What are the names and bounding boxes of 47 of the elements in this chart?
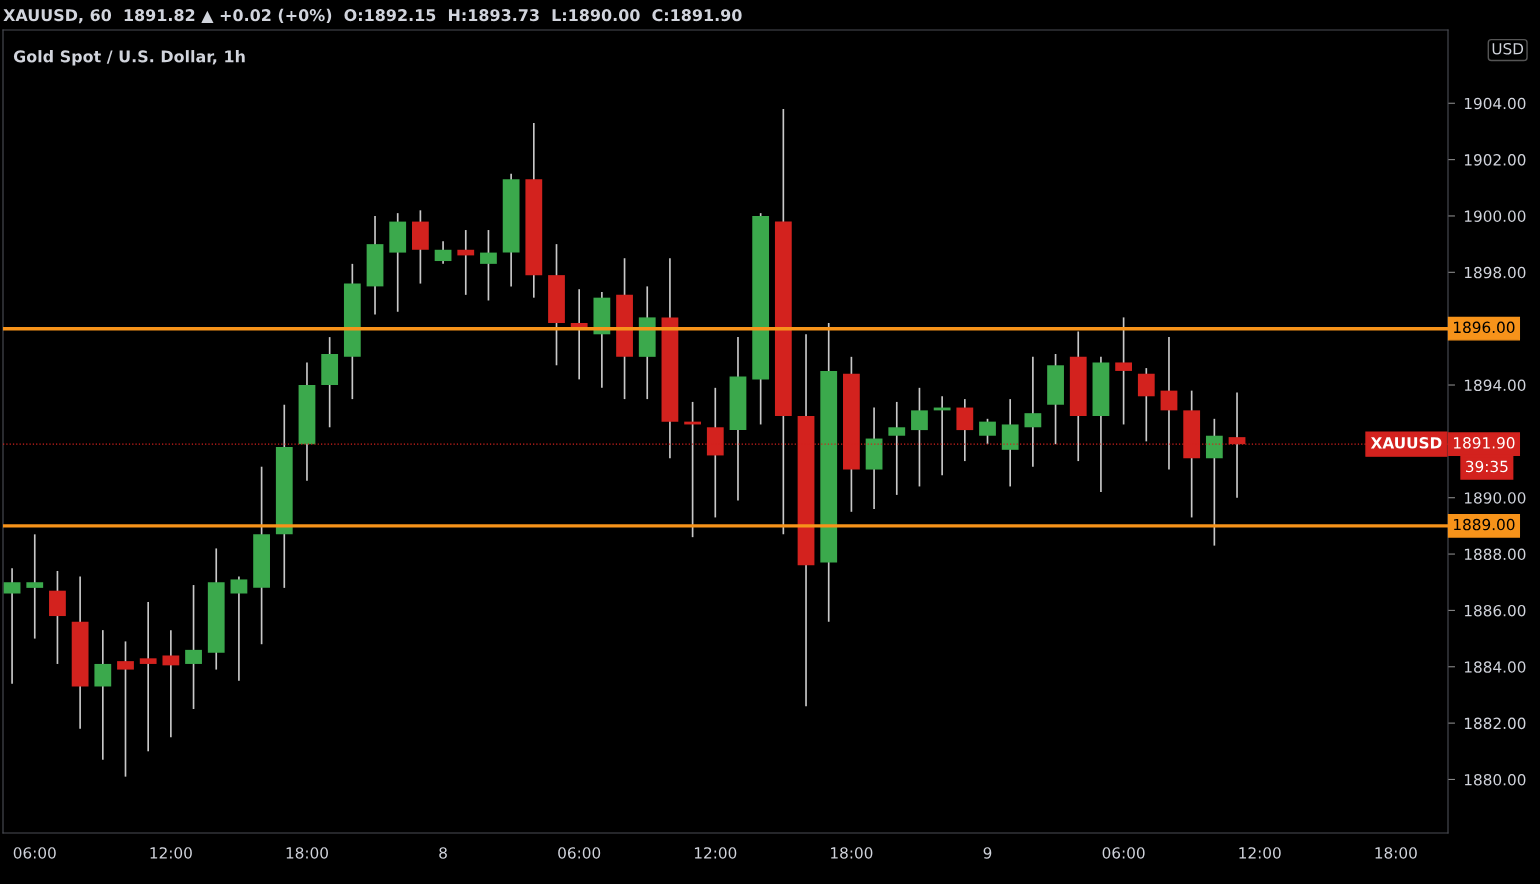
y-tick-label: 1888.00 bbox=[1464, 548, 1526, 561]
y-tick-label: 1898.00 bbox=[1464, 266, 1526, 279]
candlestick bbox=[1024, 356, 1042, 468]
y-tick-label: 1880.00 bbox=[1464, 773, 1526, 786]
candlestick bbox=[117, 640, 134, 778]
candlestick bbox=[888, 401, 906, 496]
annotation: XAUUSD bbox=[1370, 437, 1442, 449]
x-tick-label: 06:00 bbox=[1102, 847, 1145, 859]
candlestick bbox=[1205, 417, 1223, 547]
ref-line-label: 1896.00 bbox=[1454, 321, 1515, 334]
x-tick-label: 06:00 bbox=[558, 847, 601, 859]
candlestick bbox=[26, 533, 44, 640]
y-tick-label: 1900.00 bbox=[1464, 210, 1526, 222]
x-tick-label: 18:00 bbox=[831, 847, 873, 859]
y-tick-label: 1882.00 bbox=[1464, 717, 1526, 730]
x-tick-label: 8 bbox=[439, 847, 447, 859]
x-tick-label: 18:00 bbox=[1375, 847, 1417, 859]
candlestick bbox=[434, 240, 452, 265]
x-tick-label: 12:00 bbox=[694, 847, 737, 859]
candlestick bbox=[162, 629, 180, 739]
y-tick-label: 1884.00 bbox=[1464, 661, 1526, 673]
x-tick-label: 12:00 bbox=[150, 847, 192, 859]
text: USD bbox=[1492, 42, 1524, 55]
text: Gold Spot / U.S. Dollar, 1h bbox=[13, 50, 245, 66]
y-tick-label: 1890.00 bbox=[1464, 492, 1526, 504]
candlestick bbox=[139, 601, 157, 753]
candlestick bbox=[979, 417, 996, 446]
x-tick-label: 12:00 bbox=[1239, 847, 1281, 859]
candlestick bbox=[911, 386, 928, 488]
y-tick-label: 1902.00 bbox=[1464, 154, 1526, 166]
candlestick bbox=[1137, 367, 1155, 443]
text: 39:35 bbox=[1466, 460, 1508, 473]
y-tick-label: 1894.00 bbox=[1464, 379, 1526, 392]
y-tick-label: 1886.00 bbox=[1464, 604, 1526, 617]
candlestick bbox=[3, 567, 21, 685]
x-tick-label: 9 bbox=[983, 847, 992, 859]
candlestick bbox=[480, 229, 497, 302]
x-tick-label: 06:00 bbox=[13, 847, 56, 859]
candlestick bbox=[94, 629, 112, 761]
ref-line-label: 1891.90 bbox=[1454, 437, 1515, 449]
candlestick bbox=[185, 584, 202, 710]
x-tick-label: 18:00 bbox=[286, 847, 328, 859]
y-tick-label: 1904.00 bbox=[1464, 97, 1526, 110]
candlestick bbox=[1115, 316, 1133, 426]
ref-line-label: 1889.00 bbox=[1454, 518, 1515, 531]
candlestick bbox=[230, 575, 248, 682]
chart-subtitle: XAUUSD, 60 1891.82 ▲ +0.02 (+0%) O:1892.15 H:1893.73 L:1890.00 C:1891.90 bbox=[3, 8, 742, 24]
